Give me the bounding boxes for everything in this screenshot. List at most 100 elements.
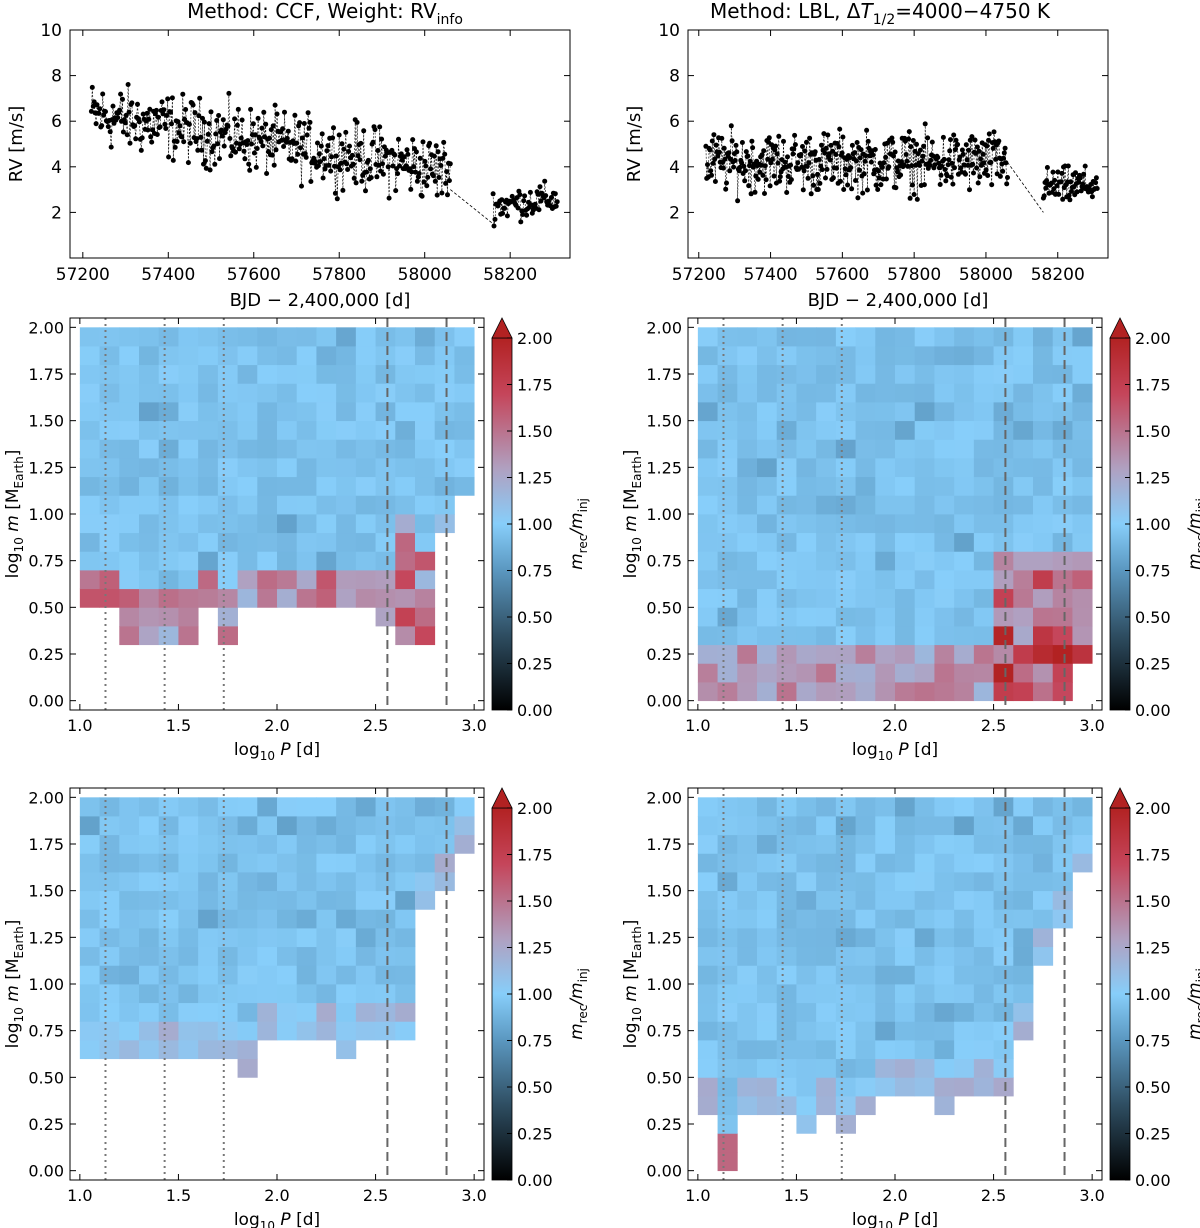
heatmap-cell xyxy=(139,853,160,873)
heatmap-cell xyxy=(796,682,817,702)
heatmap-cell xyxy=(415,626,436,646)
heatmap-cell xyxy=(277,458,298,478)
rv-point xyxy=(959,147,965,153)
rv-point xyxy=(435,149,441,155)
heatmap-cell xyxy=(835,383,856,403)
heatmap-cell xyxy=(434,383,455,403)
heatmap-cell xyxy=(993,1002,1014,1022)
rv-point xyxy=(974,144,980,150)
heatmap-cell xyxy=(875,607,896,627)
rv-point xyxy=(1060,196,1066,202)
heatmap-cell xyxy=(257,439,278,459)
heatmap-cell xyxy=(816,476,837,496)
rv-gap-line xyxy=(1007,162,1044,213)
rv-point xyxy=(149,139,155,145)
y-tick-label: 1.25 xyxy=(646,458,682,477)
heatmap-cell xyxy=(178,476,199,496)
rv-point xyxy=(351,175,357,181)
heatmap-cell xyxy=(757,570,778,590)
heatmap-cell xyxy=(717,532,738,552)
rv-point xyxy=(353,180,359,186)
rv-axes-frame xyxy=(69,29,571,259)
rv-point xyxy=(401,154,407,160)
heatmap-cell xyxy=(375,984,396,1004)
heatmap-cell xyxy=(415,890,436,910)
heatmap-cell xyxy=(737,682,758,702)
heatmap-cell xyxy=(178,834,199,854)
rv-point xyxy=(198,134,204,140)
colorbar-label: mrec/minj xyxy=(1185,968,1200,1040)
heatmap-cell xyxy=(776,551,797,571)
rv-point xyxy=(235,106,241,112)
rv-point xyxy=(107,129,113,135)
rv-point xyxy=(490,191,496,197)
rv-point xyxy=(990,145,996,151)
rv-point xyxy=(320,175,326,181)
heatmap-cell xyxy=(158,946,179,966)
heatmap-cell xyxy=(717,663,738,683)
heatmap-cell xyxy=(835,327,856,347)
heatmap-cell xyxy=(237,346,258,366)
rv-point xyxy=(199,147,205,153)
heatmap-cell xyxy=(835,1040,856,1060)
rv-point xyxy=(932,162,938,168)
y-tick-label: 1.25 xyxy=(28,928,64,947)
colorbar-label: mrec/minj xyxy=(567,498,590,570)
heatmap-cell xyxy=(296,965,317,985)
heatmap-cell xyxy=(198,984,219,1004)
heatmap-cell xyxy=(237,588,258,608)
heatmap-cell xyxy=(158,476,179,496)
heatmap-cell xyxy=(395,816,416,836)
rv-point xyxy=(1005,175,1010,180)
heatmap-cell xyxy=(697,570,718,590)
rv-point xyxy=(144,110,150,116)
heatmap-cell xyxy=(973,872,994,892)
heatmap-cell xyxy=(1052,890,1073,910)
heatmap-cell xyxy=(895,946,916,966)
rv-point xyxy=(1082,163,1088,169)
rv-point xyxy=(264,171,270,176)
heatmap-cell xyxy=(296,984,317,1004)
heatmap-cell xyxy=(355,420,376,440)
heatmap-cell xyxy=(237,495,258,515)
rv-point xyxy=(721,145,727,151)
heatmap-cell xyxy=(776,928,797,948)
heatmap-cell xyxy=(316,1002,337,1022)
heatmap-cell xyxy=(1013,965,1034,985)
heatmap-cell xyxy=(316,327,337,347)
heatmap-cell xyxy=(316,532,337,552)
heatmap-cell xyxy=(237,402,258,422)
heatmap-cell xyxy=(973,965,994,985)
heatmap-cell xyxy=(355,890,376,910)
heatmap-cell xyxy=(776,364,797,384)
heatmap-cell xyxy=(434,872,455,892)
heatmap-cell xyxy=(355,570,376,590)
rv-point xyxy=(807,135,813,141)
rv-point xyxy=(911,192,917,197)
heatmap-cell xyxy=(855,984,876,1004)
heatmap-cell xyxy=(796,327,817,347)
rv-point xyxy=(443,180,449,186)
heatmap-cell xyxy=(79,890,100,910)
rv-point xyxy=(910,138,916,143)
rv-point xyxy=(858,147,864,153)
x-tick-label: 1.0 xyxy=(685,716,710,735)
heatmap-cell xyxy=(336,383,357,403)
rv-point xyxy=(889,135,895,141)
heatmap-cell xyxy=(316,1021,337,1041)
heatmap-cell xyxy=(934,588,955,608)
heatmap-cell xyxy=(993,909,1014,929)
heatmap-cell xyxy=(914,890,935,910)
heatmap-cell xyxy=(816,816,837,836)
heatmap-cell xyxy=(816,607,837,627)
rv-point xyxy=(862,158,868,164)
heatmap-cell xyxy=(954,383,975,403)
heatmap-cell xyxy=(257,514,278,534)
heatmap-cell xyxy=(895,797,916,817)
heatmap-cell xyxy=(875,834,896,854)
heatmap-cell xyxy=(993,458,1014,478)
heatmap-cell xyxy=(875,364,896,384)
heatmap-cell xyxy=(257,588,278,608)
rv-point xyxy=(347,143,352,149)
x-tick-label: 57200 xyxy=(56,265,110,285)
